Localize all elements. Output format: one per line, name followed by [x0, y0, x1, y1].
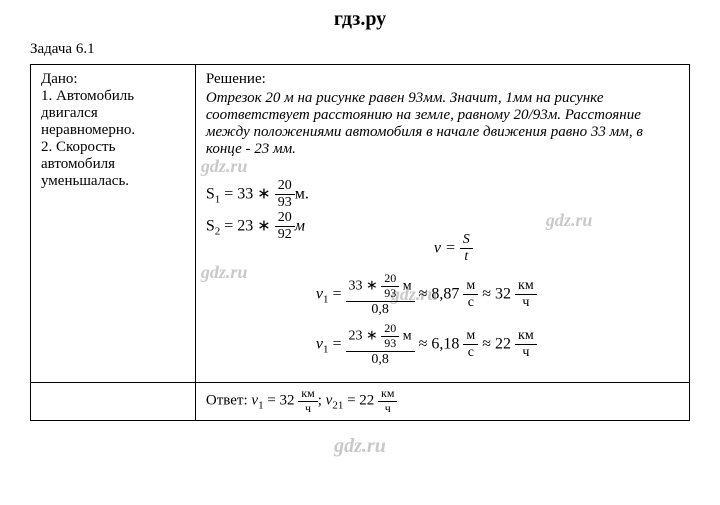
- page-footer: gdz.ru: [0, 421, 720, 458]
- sym-v: v: [316, 286, 323, 303]
- watermark-3: gdz.ru: [201, 262, 248, 283]
- d: с: [463, 295, 478, 311]
- den: t: [460, 249, 473, 265]
- answer-empty-cell: [31, 383, 196, 421]
- d: ч: [515, 295, 537, 311]
- d: ч: [378, 402, 397, 416]
- num: S: [460, 232, 473, 249]
- val: = 22: [343, 393, 378, 409]
- sym-v: v: [316, 336, 323, 353]
- solution-cell: Решение: Отрезок 20 м на рисунке равен 9…: [195, 65, 689, 383]
- d: 93: [381, 337, 399, 351]
- eq-vdef: v = St: [434, 232, 473, 265]
- solution-title: Решение:: [206, 71, 679, 88]
- given-line-2: 2. Скорость автомобиля уменьшалась.: [41, 139, 185, 190]
- equation-block: gdz.ru gdz.ru gdz.ru gdz.ru S1 = 33 ∗ 20…: [206, 162, 679, 372]
- given-cell: Дано: 1. Автомобиль двигался неравномерн…: [31, 65, 196, 383]
- n: 20: [381, 322, 399, 337]
- den: 92: [275, 227, 295, 243]
- d: ч: [298, 402, 317, 416]
- unit: м: [295, 217, 305, 234]
- eq-part: = 23 ∗: [220, 217, 274, 234]
- solution-text: Отрезок 20 м на рисунке равен 93мм. Знач…: [206, 90, 679, 158]
- eq-v1a: v1 = 33 ∗ 2093 м0,8 ≈ 8,87 мс ≈ 32 кмч: [316, 272, 537, 318]
- watermark-1: gdz.ru: [201, 156, 248, 177]
- eq-part: =: [328, 336, 345, 353]
- eq-s2: S2 = 23 ∗ 2092м: [206, 210, 305, 243]
- den: 93: [275, 195, 295, 211]
- approx2: ≈ 32: [478, 286, 515, 303]
- num: 20: [275, 210, 295, 227]
- approx2: ≈ 22: [478, 336, 515, 353]
- unit: м.: [295, 185, 309, 202]
- num-pre: 23 ∗: [349, 329, 382, 344]
- given-line-1: 1. Автомобиль двигался неравномерно.: [41, 88, 185, 139]
- sym-s: S: [206, 217, 215, 234]
- num: 20: [275, 178, 295, 195]
- n: км: [298, 387, 317, 402]
- answer-label: Ответ:: [206, 393, 248, 409]
- n: км: [378, 387, 397, 402]
- n: м: [463, 328, 478, 345]
- sub: 21: [332, 400, 343, 412]
- lhs: v =: [434, 239, 460, 256]
- eq-v1b: v1 = 23 ∗ 2093 м0,8 ≈ 6,18 мс ≈ 22 кмч: [316, 322, 537, 368]
- den: 0,8: [346, 352, 415, 368]
- d: 93: [381, 287, 399, 301]
- n: 20: [381, 272, 399, 287]
- approx1: ≈ 6,18: [415, 336, 464, 353]
- approx1: ≈ 8,87: [415, 286, 464, 303]
- d: с: [463, 345, 478, 361]
- page-header: гдз.ру: [0, 0, 720, 31]
- n: км: [515, 278, 537, 295]
- val: = 32: [264, 393, 299, 409]
- n: м: [463, 278, 478, 295]
- sym-s: S: [206, 185, 215, 202]
- num-pre: 33 ∗: [349, 279, 382, 294]
- eq-part: =: [328, 286, 345, 303]
- eq-s1: S1 = 33 ∗ 2093м.: [206, 178, 309, 211]
- answer-cell: Ответ: v1 = 32 кмч; v21 = 22 кмч: [195, 383, 689, 421]
- task-label: Задача 6.1: [0, 31, 720, 64]
- sep: ;: [318, 393, 326, 409]
- given-title: Дано:: [41, 71, 185, 88]
- d: ч: [515, 345, 537, 361]
- n: км: [515, 328, 537, 345]
- solution-table: Дано: 1. Автомобиль двигался неравномерн…: [30, 64, 690, 421]
- watermark-2: gdz.ru: [546, 210, 593, 231]
- u: м: [399, 329, 411, 344]
- eq-part: = 33 ∗: [220, 185, 274, 202]
- u: м: [399, 279, 411, 294]
- den: 0,8: [346, 302, 415, 318]
